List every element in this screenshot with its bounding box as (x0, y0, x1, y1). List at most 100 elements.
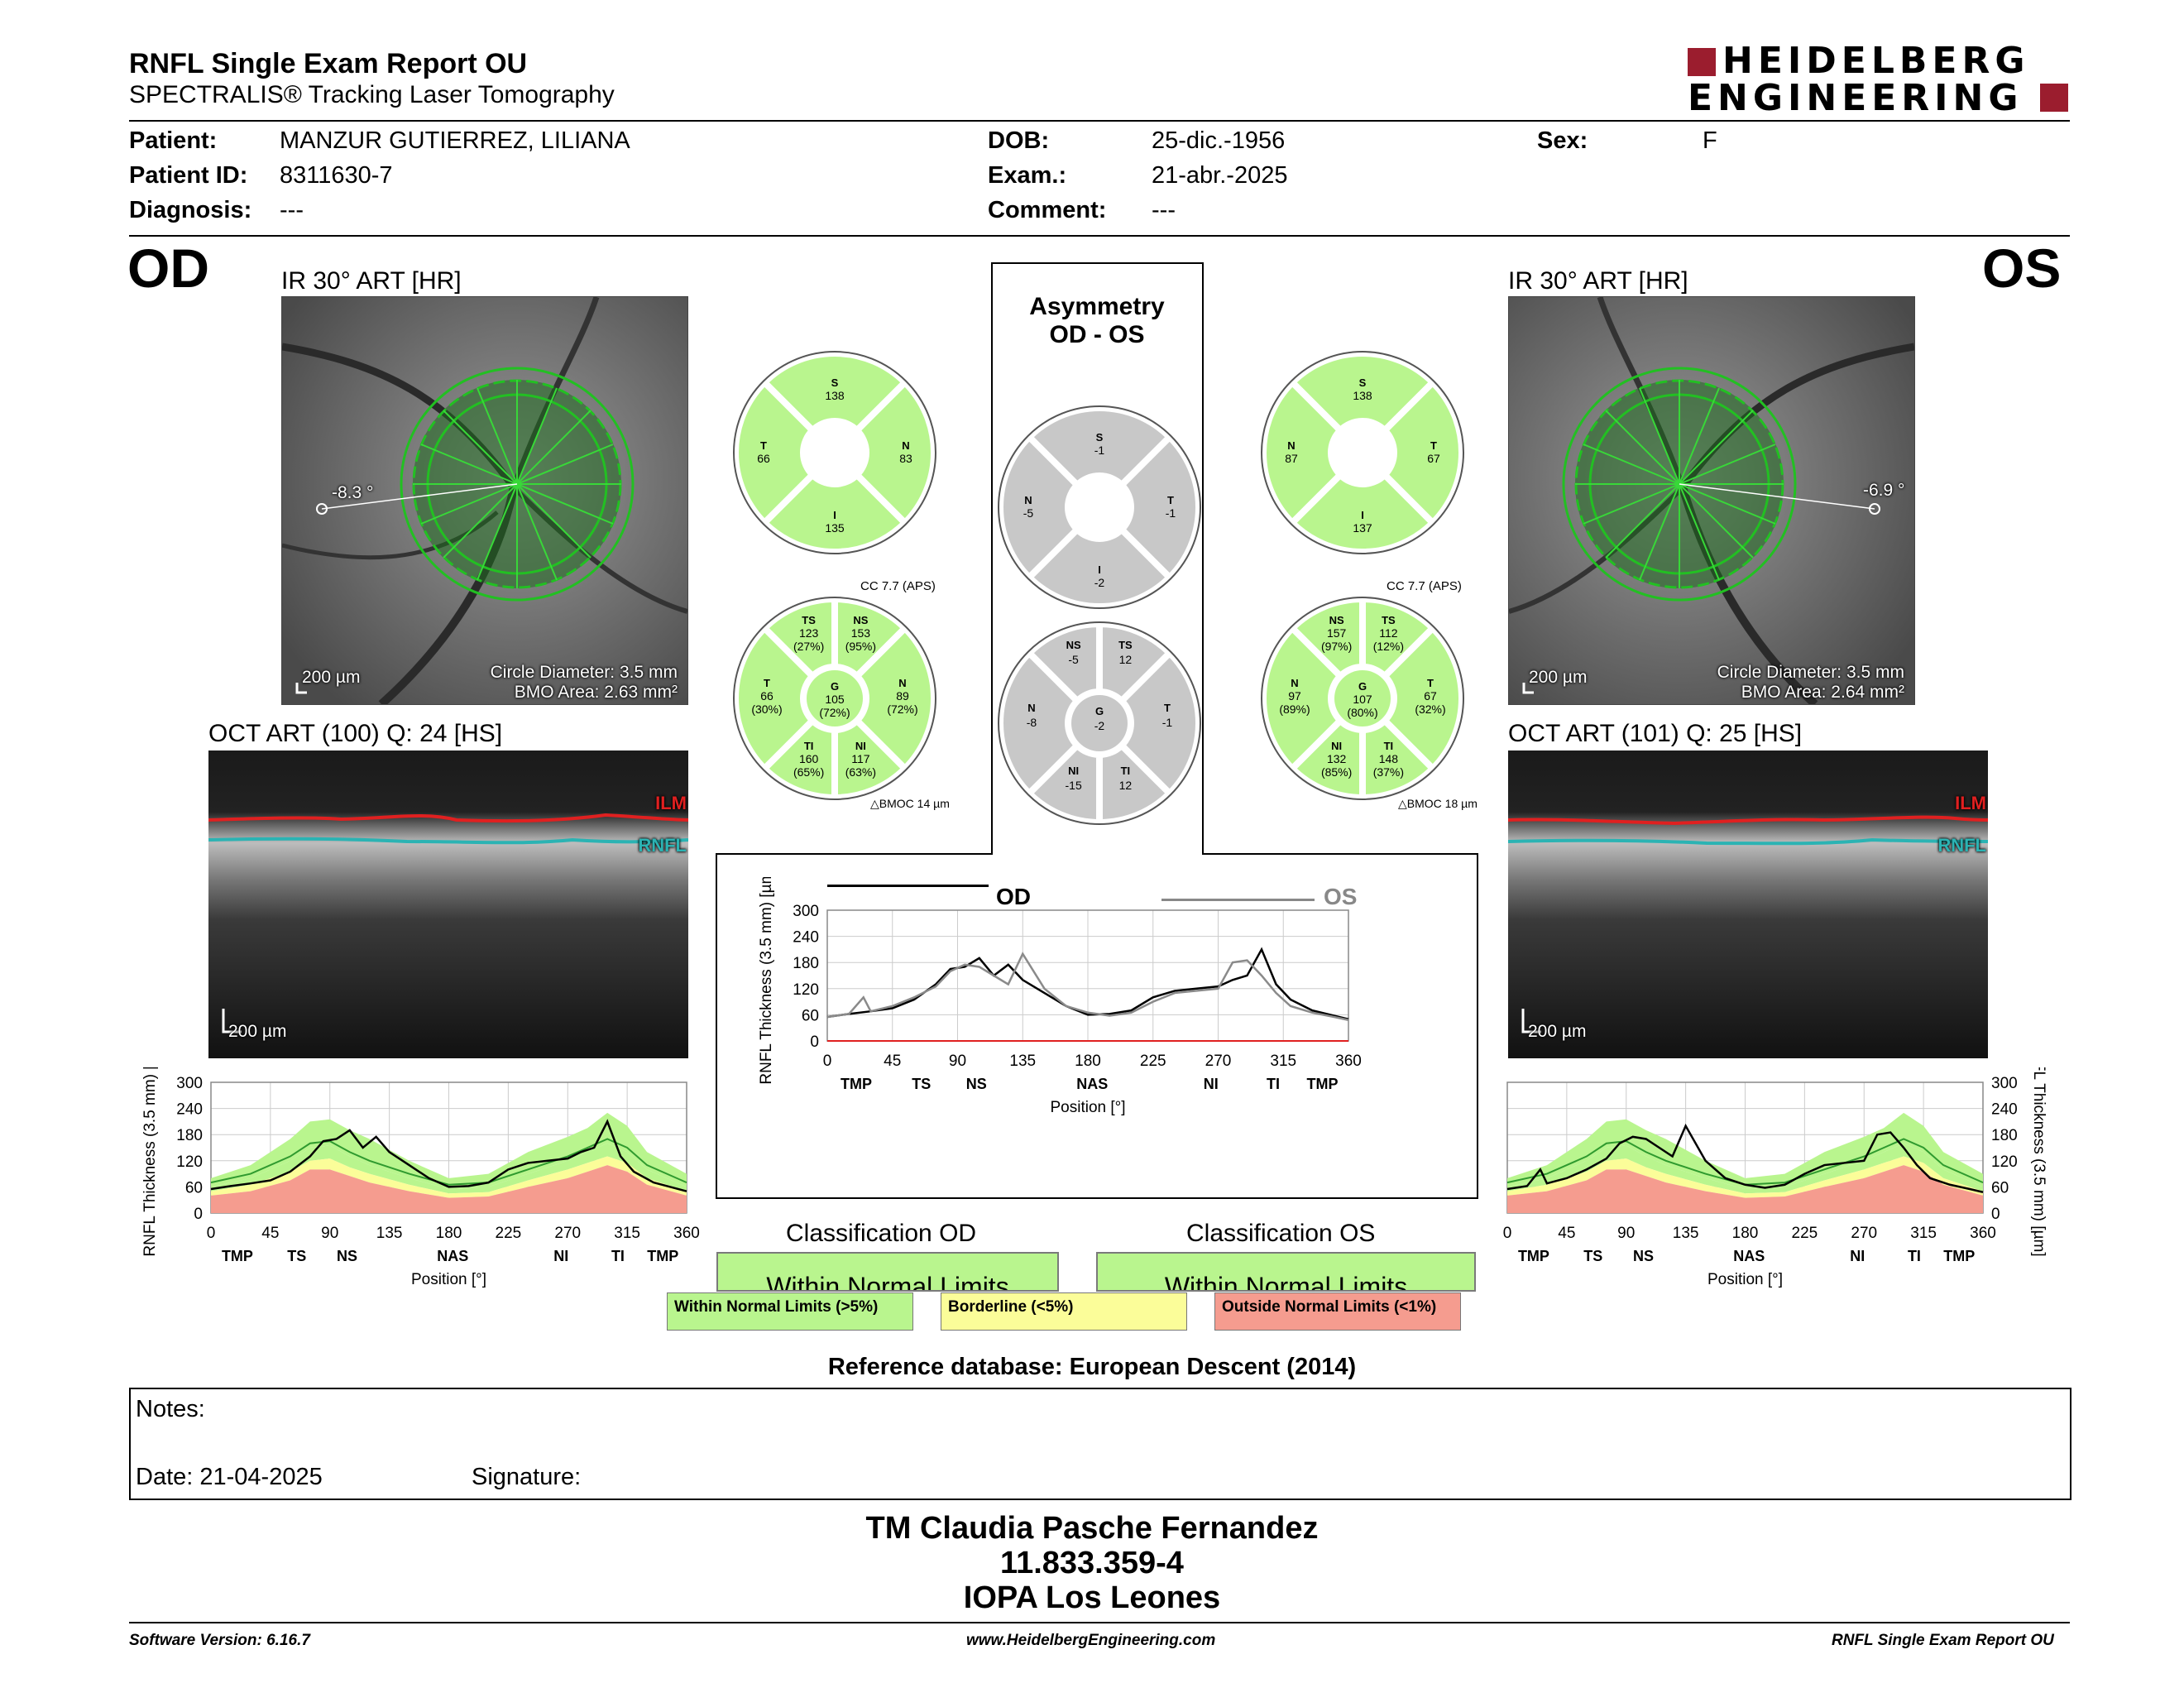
notes-box[interactable]: Notes: Date: 21-04-2025 Signature: (129, 1388, 2071, 1500)
x-tick-label: 135 (1673, 1225, 1699, 1242)
od-sect-sector-ns (831, 595, 910, 681)
asymmetry-title: Asymmetry OD - OS (993, 293, 1201, 349)
x-tick-label: 180 (436, 1225, 462, 1242)
od-bmoc-label: △BMOC 14 µm (870, 797, 950, 810)
logo-line-1: HEIDELBERG (1722, 40, 2030, 82)
asym-quad-value-left: -5 (1023, 506, 1034, 520)
os-sect-sector-ti (1359, 716, 1438, 802)
od-ilm-label: ILM (655, 793, 687, 813)
os-sect-pct-ns: (97%) (1321, 640, 1352, 653)
od-sect-pct-t: (30%) (751, 703, 782, 716)
od-circle-diameter: Circle Diameter: 3.5 mm (490, 663, 678, 682)
os-classification-box: Within Normal Limits (1096, 1252, 1476, 1292)
od-sect-value-g: 105 (825, 693, 845, 706)
od-quad-label-i: I (833, 509, 836, 521)
sector-label: NAS (1733, 1248, 1765, 1264)
y-tick-label: 300 (793, 903, 819, 920)
logo-square-top (1688, 48, 1716, 76)
os-fundus-svg (1509, 297, 1914, 704)
os-sect-pct-n: (89%) (1279, 703, 1310, 716)
od-sect-pct-g: (72%) (819, 706, 850, 719)
sector-label: NS (1633, 1248, 1654, 1264)
x-tick-label: 0 (823, 1053, 832, 1070)
x-tick-label: 270 (554, 1225, 581, 1242)
os-angle-label: -6.9 ° (1863, 481, 1905, 500)
os-quad-sector-i (1287, 470, 1438, 555)
os-sect-pct-ti: (37%) (1373, 765, 1404, 779)
os-sect-outline (1261, 597, 1464, 800)
asym-sect-sector-ni (1024, 741, 1103, 827)
x-tick-label: 360 (1335, 1053, 1362, 1070)
os-sect-label-n: N (1291, 677, 1298, 689)
footer-website[interactable]: www.HeidelbergEngineering.com (966, 1632, 1216, 1649)
od-sect-label-ti: TI (804, 740, 814, 752)
os-sect-value-t: 67 (1424, 689, 1437, 703)
os-quad-sector-right (1380, 377, 1465, 528)
od-sect-label-ts: TS (802, 614, 816, 626)
sector-diagrams: S138I135T66N83S138I137N87T67S-1I-2N-5T-1… (732, 350, 1465, 827)
y-axis-label: RNFL Thickness (3.5 mm) [µm] (758, 877, 775, 1085)
asym-sect-sector-ts (1096, 620, 1175, 706)
sector-label: TS (287, 1248, 306, 1264)
asymmetry-frame (716, 262, 1478, 1199)
x-tick-label: 270 (1851, 1225, 1877, 1242)
x-axis-label: Position [°] (1050, 1099, 1125, 1116)
od-sect-sector-ni (831, 716, 910, 802)
od-sect-value-ns: 153 (851, 626, 871, 640)
asym-sect-label-ti: TI (1121, 765, 1131, 777)
od-sect-label-ns: NS (853, 614, 868, 626)
sector-label: TMP (841, 1076, 872, 1092)
os-quad-sector-s (1287, 350, 1438, 435)
os-ir-title: IR 30° ART [HR] (1508, 267, 1688, 295)
asym-sect-label-ni: NI (1068, 765, 1079, 777)
x-tick-label: 0 (1503, 1225, 1512, 1242)
os-sect-sector-t (1380, 623, 1465, 774)
asym-quad-outline (998, 405, 1201, 609)
os-sect-label-t: T (1427, 677, 1434, 689)
borderline-band (1507, 1156, 1983, 1198)
os-quad-value-right: 67 (1427, 452, 1440, 465)
os-sect-sector-g (1334, 670, 1391, 727)
legend-od-label: OD (996, 884, 1031, 909)
od-quad-value-s: 138 (825, 389, 845, 402)
od-quad-sector-right (852, 377, 937, 528)
os-sect-value-ts: 112 (1379, 626, 1398, 640)
sector-label: NI (1850, 1248, 1865, 1264)
os-quad-value-s: 138 (1353, 389, 1372, 402)
asym-quad-value-right: -1 (1166, 506, 1176, 520)
series-line-od (210, 1119, 687, 1192)
x-tick-label: 0 (207, 1225, 216, 1242)
legend-wnl: Within Normal Limits (>5%) (667, 1292, 913, 1331)
x-tick-label: 90 (321, 1225, 338, 1242)
od-sect-pct-ns: (95%) (845, 640, 876, 653)
os-sect-label-ts: TS (1382, 614, 1396, 626)
dob-label: DOB: (988, 127, 1050, 154)
sector-label: TS (912, 1076, 931, 1092)
os-sect-label-ni: NI (1331, 740, 1342, 752)
od-rnfl-chart: 0 60 120 180 240 300 0 45 90 135 180 225 270 315 360 TM… (141, 1067, 700, 1288)
asym-quad-value-s: -1 (1094, 444, 1105, 457)
os-sect-sector-ns (1287, 595, 1366, 681)
x-tick-label: 315 (1910, 1225, 1937, 1242)
od-sect-value-ni: 117 (851, 752, 870, 765)
od-quad-sector-left (732, 377, 817, 528)
series-line-os (826, 952, 1349, 1021)
od-quad-label-s: S (831, 376, 839, 389)
x-tick-label: 315 (1270, 1053, 1296, 1070)
sector-label: TMP (647, 1248, 678, 1264)
os-quad-label-right: T (1430, 439, 1437, 452)
os-circle-info: Circle Diameter: 3.5 mm BMO Area: 2.64 m… (1717, 663, 1904, 703)
series-line-os (1506, 1123, 1984, 1193)
od-ir-title: IR 30° ART [HR] (281, 267, 462, 295)
os-quad-label-left: N (1287, 439, 1295, 452)
footer-rule (129, 1622, 2070, 1623)
os-quad-label-i: I (1361, 509, 1364, 521)
os-quad-sector-left (1260, 377, 1345, 528)
od-sect-sector-n (852, 623, 937, 774)
x-tick-label: 225 (1792, 1225, 1818, 1242)
asym-sect-sector-t (1117, 648, 1202, 798)
asym-sect-value-ts: 12 (1119, 653, 1133, 666)
od-sect-sector-ti (759, 716, 838, 802)
legend-os-line (1161, 899, 1315, 901)
exam-value: 21-abr.-2025 (1152, 162, 1288, 189)
